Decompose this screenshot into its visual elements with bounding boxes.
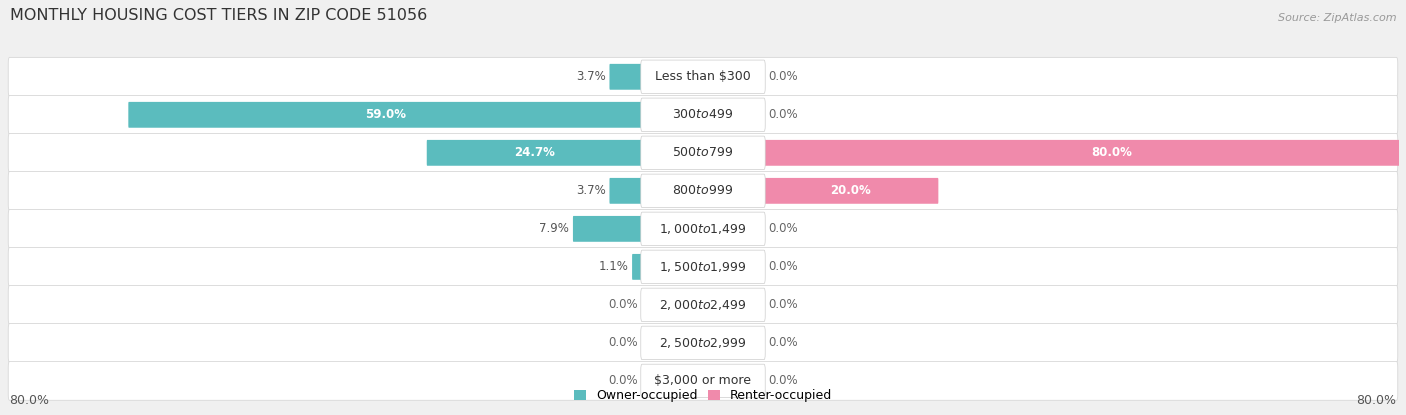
Text: 20.0%: 20.0% xyxy=(831,184,872,198)
Text: 0.0%: 0.0% xyxy=(768,374,797,388)
Text: 0.0%: 0.0% xyxy=(609,298,638,311)
FancyBboxPatch shape xyxy=(572,216,643,242)
FancyBboxPatch shape xyxy=(128,102,643,128)
FancyBboxPatch shape xyxy=(8,286,1398,324)
Text: 0.0%: 0.0% xyxy=(609,374,638,388)
Text: 1.1%: 1.1% xyxy=(599,260,628,273)
FancyBboxPatch shape xyxy=(641,60,765,93)
Text: $2,500 to $2,999: $2,500 to $2,999 xyxy=(659,336,747,350)
Text: $2,000 to $2,499: $2,000 to $2,499 xyxy=(659,298,747,312)
Text: 80.0%: 80.0% xyxy=(1091,146,1132,159)
FancyBboxPatch shape xyxy=(8,95,1398,134)
FancyBboxPatch shape xyxy=(8,247,1398,286)
Text: $1,500 to $1,999: $1,500 to $1,999 xyxy=(659,260,747,274)
FancyBboxPatch shape xyxy=(609,178,643,204)
Text: 0.0%: 0.0% xyxy=(768,337,797,349)
FancyBboxPatch shape xyxy=(8,210,1398,248)
FancyBboxPatch shape xyxy=(641,250,765,283)
Text: 0.0%: 0.0% xyxy=(768,260,797,273)
Text: 24.7%: 24.7% xyxy=(515,146,555,159)
Text: $3,000 or more: $3,000 or more xyxy=(655,374,751,388)
FancyBboxPatch shape xyxy=(427,140,643,166)
Text: Less than $300: Less than $300 xyxy=(655,70,751,83)
FancyBboxPatch shape xyxy=(8,324,1398,362)
Text: Source: ZipAtlas.com: Source: ZipAtlas.com xyxy=(1278,13,1396,23)
Text: $500 to $799: $500 to $799 xyxy=(672,146,734,159)
Text: 0.0%: 0.0% xyxy=(768,70,797,83)
FancyBboxPatch shape xyxy=(641,212,765,246)
Text: 59.0%: 59.0% xyxy=(366,108,406,121)
FancyBboxPatch shape xyxy=(641,326,765,360)
FancyBboxPatch shape xyxy=(641,364,765,398)
FancyBboxPatch shape xyxy=(763,140,1406,166)
Text: 0.0%: 0.0% xyxy=(768,298,797,311)
FancyBboxPatch shape xyxy=(8,134,1398,172)
FancyBboxPatch shape xyxy=(763,178,938,204)
Text: 3.7%: 3.7% xyxy=(576,70,606,83)
Text: 80.0%: 80.0% xyxy=(1357,394,1396,407)
FancyBboxPatch shape xyxy=(8,171,1398,210)
Text: 0.0%: 0.0% xyxy=(768,108,797,121)
Text: 0.0%: 0.0% xyxy=(768,222,797,235)
FancyBboxPatch shape xyxy=(8,361,1398,400)
FancyBboxPatch shape xyxy=(641,174,765,208)
FancyBboxPatch shape xyxy=(8,57,1398,96)
FancyBboxPatch shape xyxy=(641,98,765,132)
FancyBboxPatch shape xyxy=(633,254,643,280)
FancyBboxPatch shape xyxy=(609,64,643,90)
Legend: Owner-occupied, Renter-occupied: Owner-occupied, Renter-occupied xyxy=(568,384,838,407)
Text: 3.7%: 3.7% xyxy=(576,184,606,198)
Text: $300 to $499: $300 to $499 xyxy=(672,108,734,121)
Text: 80.0%: 80.0% xyxy=(10,394,49,407)
Text: $1,000 to $1,499: $1,000 to $1,499 xyxy=(659,222,747,236)
Text: 7.9%: 7.9% xyxy=(538,222,569,235)
FancyBboxPatch shape xyxy=(641,136,765,170)
Text: 0.0%: 0.0% xyxy=(609,337,638,349)
Text: $800 to $999: $800 to $999 xyxy=(672,184,734,198)
FancyBboxPatch shape xyxy=(641,288,765,322)
Text: MONTHLY HOUSING COST TIERS IN ZIP CODE 51056: MONTHLY HOUSING COST TIERS IN ZIP CODE 5… xyxy=(10,8,427,23)
